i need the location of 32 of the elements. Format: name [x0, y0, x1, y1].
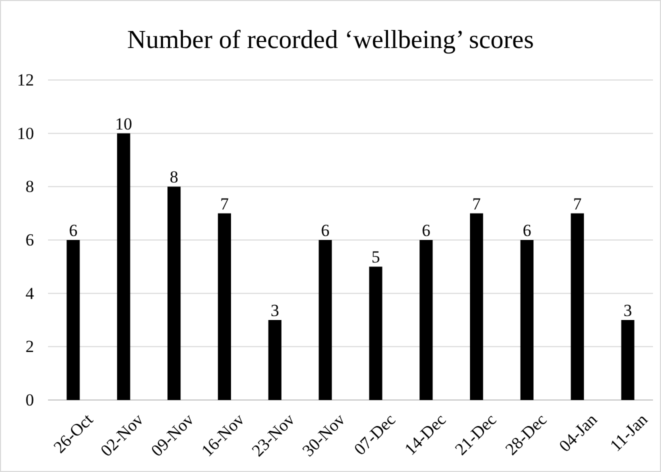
y-tick-label: 8	[26, 177, 34, 196]
data-label: 3	[270, 301, 280, 320]
bar	[167, 186, 181, 400]
bar	[520, 240, 534, 400]
bar	[420, 240, 433, 400]
y-tick-label: 0	[26, 390, 34, 410]
data-label: 3	[624, 301, 632, 320]
data-label: 8	[170, 168, 178, 187]
bar	[268, 320, 282, 400]
data-label: 6	[422, 221, 430, 240]
y-tick-label: 2	[26, 337, 34, 356]
bar	[117, 133, 130, 400]
bar	[218, 213, 232, 400]
bar	[621, 320, 634, 400]
y-tick-label: 10	[17, 124, 34, 143]
y-tick-label: 12	[17, 70, 34, 90]
bar	[318, 240, 332, 400]
bar	[66, 240, 80, 400]
data-label: 6	[68, 221, 78, 240]
data-label: 7	[220, 194, 230, 214]
data-label: 6	[321, 221, 330, 240]
y-tick-label: 4	[26, 284, 34, 303]
chart-title: Number of recorded ‘wellbeing’ scores	[127, 25, 534, 54]
bar	[369, 266, 382, 400]
data-label: 10	[115, 114, 132, 134]
data-label: 6	[522, 221, 532, 240]
y-tick-label: 6	[26, 230, 34, 250]
bar	[570, 213, 584, 400]
data-label: 5	[371, 248, 380, 267]
data-label: 7	[573, 194, 582, 214]
data-label: 7	[472, 194, 482, 214]
bar	[470, 213, 484, 400]
